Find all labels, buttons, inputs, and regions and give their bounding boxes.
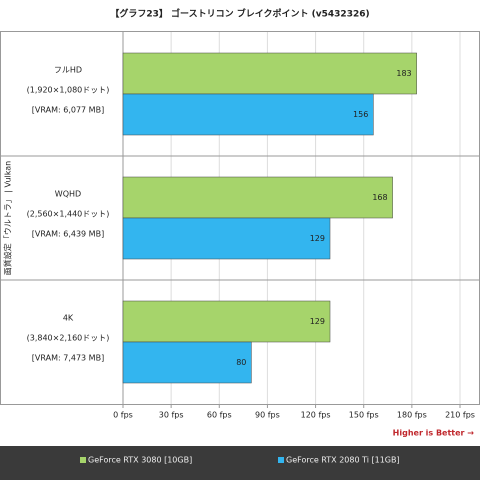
- value-label: 129: [310, 317, 325, 326]
- category-detail: (1,920×1,080ドット): [27, 86, 110, 95]
- y-axis-label: 画質設定「ウルトラ」 | Vulkan: [3, 161, 13, 275]
- bar: [122, 52, 417, 95]
- value-label: 129: [310, 234, 325, 243]
- category-detail: (2,560×1,440ドット): [27, 210, 110, 219]
- category-label: 4K: [63, 314, 74, 323]
- category-detail: [VRAM: 6,439 MB]: [32, 230, 104, 239]
- value-label: 80: [236, 358, 246, 367]
- annotation: Higher is Better →: [393, 429, 475, 438]
- x-tick-label: 210 fps: [445, 411, 475, 420]
- category-label: WQHD: [55, 190, 81, 199]
- value-label: 168: [372, 193, 387, 202]
- x-tick-label: 0 fps: [113, 411, 133, 420]
- bar: [122, 300, 331, 343]
- x-tick-label: 120 fps: [301, 411, 331, 420]
- category-detail: [VRAM: 7,473 MB]: [32, 354, 104, 363]
- x-tick-label: 60 fps: [207, 411, 232, 420]
- x-tick-label: 150 fps: [349, 411, 379, 420]
- legend-bar: [0, 446, 480, 480]
- category-label: フルHD: [54, 66, 82, 75]
- x-tick-label: 180 fps: [397, 411, 427, 420]
- bar: [122, 341, 252, 384]
- bar: [122, 93, 374, 136]
- value-label: 183: [396, 69, 411, 78]
- bar: [122, 176, 393, 219]
- legend-label: GeForce RTX 2080 Ti [11GB]: [286, 456, 400, 465]
- legend-label: GeForce RTX 3080 [10GB]: [88, 456, 192, 465]
- category-detail: (3,840×2,160ドット): [27, 334, 110, 343]
- category-detail: [VRAM: 6,077 MB]: [32, 106, 104, 115]
- bar: [122, 217, 331, 260]
- value-label: 156: [353, 110, 368, 119]
- legend-swatch: [278, 457, 284, 463]
- chart-title: 【グラフ23】 ゴーストリコン ブレイクポイント (v5432326): [110, 8, 369, 20]
- x-tick-label: 30 fps: [159, 411, 184, 420]
- x-tick-label: 90 fps: [255, 411, 280, 420]
- legend-swatch: [80, 457, 86, 463]
